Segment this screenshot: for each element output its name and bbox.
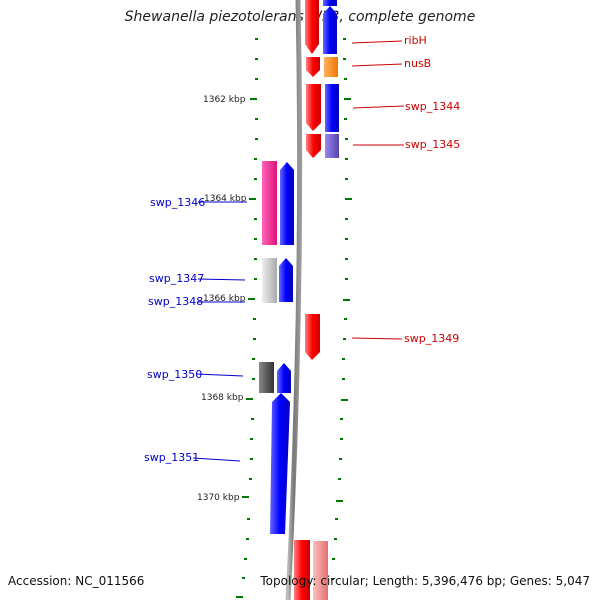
label-swp_1344[interactable]: swp_1344 [405,100,460,113]
left-leader-lines [192,201,247,462]
scale-label-1362: 1362 kbp [203,95,246,105]
label-nusB[interactable]: nusB [404,57,431,70]
right-scale-ticks [331,38,352,580]
scale-label-1366: 1366 kbp [203,294,246,304]
gene-swp_1344-forward[interactable] [306,84,321,131]
gene-swp_1344-reverse[interactable] [325,84,339,132]
accession-label: Accession: NC_011566 [8,574,145,588]
genome-summary: Topology: circular; Length: 5,396,476 bp… [260,574,590,588]
label-swp_1351[interactable]: swp_1351 [144,451,199,464]
left-scale-ticks [236,38,258,598]
label-ribH[interactable]: ribH [404,34,427,47]
scale-label-1370: 1370 kbp [197,493,240,503]
gene-swp_1345-lavender[interactable] [325,134,339,158]
gene-nusB-forward[interactable] [306,57,320,77]
gene-swp_1350-reverse[interactable] [277,363,291,393]
scale-label-1368: 1368 kbp [201,393,244,403]
gene-ribH-reverse[interactable] [323,6,337,54]
gene-swp_1347-lightgray[interactable] [262,258,277,303]
label-swp_1345[interactable]: swp_1345 [405,138,460,151]
label-swp_1349[interactable]: swp_1349 [404,332,459,345]
label-swp_1350[interactable]: swp_1350 [147,368,202,381]
label-swp_1346[interactable]: swp_1346 [150,196,205,209]
gene-swp_1345-forward[interactable] [306,134,321,158]
label-swp_1347[interactable]: swp_1347 [149,272,204,285]
gene-bottom-pink[interactable] [313,541,328,600]
right-leader-lines [351,40,405,340]
gene-nusB-orange[interactable] [324,57,338,77]
gene-swp_1346-magenta[interactable] [262,161,277,245]
label-swp_1348[interactable]: swp_1348 [148,295,203,308]
gene-swp_1346-reverse[interactable] [280,162,294,245]
gene-swp_1351-reverse[interactable] [270,393,290,534]
gene-swp_1350-darkgray[interactable] [259,362,274,393]
scale-label-1364: 1364 kbp [204,194,247,204]
gene-ribH-forward[interactable] [305,0,319,54]
gene-swp_1349-forward[interactable] [305,314,320,360]
gene-bottom-forward[interactable] [294,540,310,600]
gene-top-reverse[interactable] [323,0,337,6]
gene-swp_1347-reverse[interactable] [279,258,293,302]
genome-backbone [285,0,303,600]
